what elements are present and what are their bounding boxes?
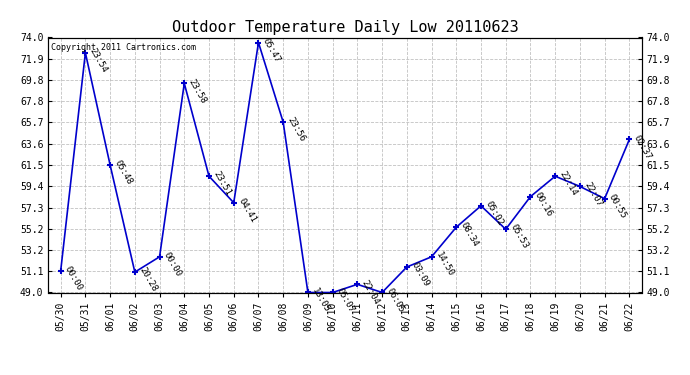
Text: 23:51: 23:51 [211,170,233,198]
Text: 06:05: 06:05 [384,286,406,314]
Title: Outdoor Temperature Daily Low 20110623: Outdoor Temperature Daily Low 20110623 [172,20,518,35]
Text: 00:16: 00:16 [533,190,554,218]
Text: 05:48: 05:48 [112,159,134,186]
Text: 23:56: 23:56 [286,116,307,144]
Text: 23:58: 23:58 [187,77,208,105]
Text: 02:37: 02:37 [632,133,653,161]
Text: 03:09: 03:09 [409,261,431,288]
Text: 05:02: 05:02 [484,200,504,227]
Text: 13:05: 13:05 [310,286,332,314]
Text: 05:53: 05:53 [508,223,529,251]
Text: 22:14: 22:14 [558,170,579,198]
Text: 23:54: 23:54 [88,46,109,74]
Text: 00:00: 00:00 [63,265,84,292]
Text: 22:07: 22:07 [582,180,604,208]
Text: 00:55: 00:55 [607,192,629,220]
Text: 05:47: 05:47 [261,36,282,64]
Text: Copyright 2011 Cartronics.com: Copyright 2011 Cartronics.com [51,43,196,52]
Text: 00:00: 00:00 [162,251,184,278]
Text: 22:04: 22:04 [359,278,381,306]
Text: 04:41: 04:41 [236,196,257,224]
Text: 20:28: 20:28 [137,266,159,294]
Text: 08:34: 08:34 [459,221,480,249]
Text: 05:07: 05:07 [335,286,356,314]
Text: 14:50: 14:50 [434,251,455,278]
